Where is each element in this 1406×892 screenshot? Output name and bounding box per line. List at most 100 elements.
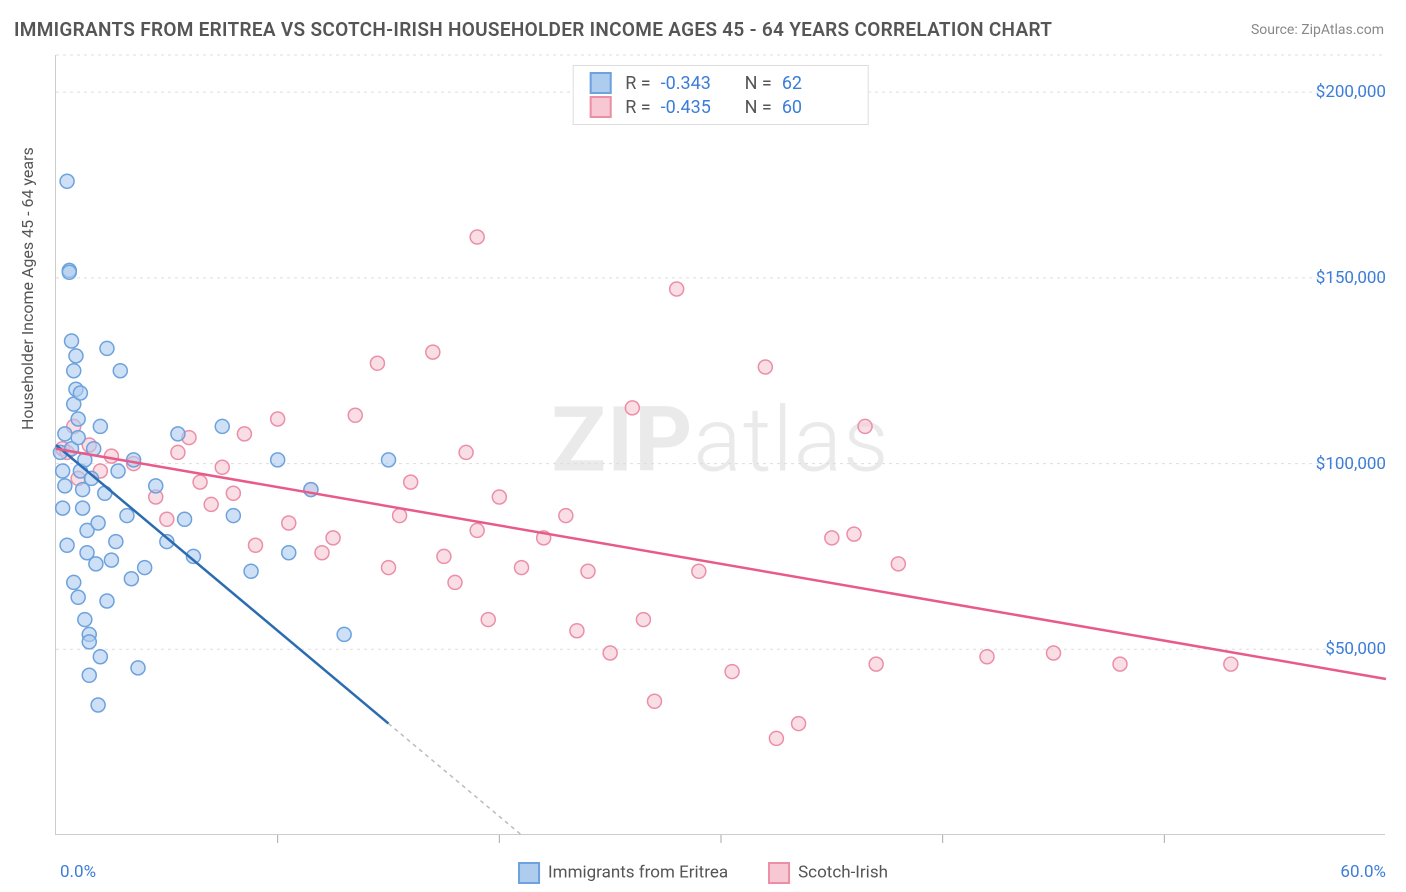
data-point-scotch-irish — [648, 694, 662, 708]
data-point-eritrea — [100, 341, 114, 355]
data-point-scotch-irish — [625, 401, 639, 415]
data-point-scotch-irish — [160, 512, 174, 526]
data-point-eritrea — [78, 613, 92, 627]
legend-n-label: N = — [745, 73, 772, 94]
scatter-svg — [56, 55, 1385, 834]
data-point-eritrea — [67, 575, 81, 589]
data-point-scotch-irish — [581, 564, 595, 578]
data-point-scotch-irish — [448, 575, 462, 589]
data-point-eritrea — [58, 479, 72, 493]
data-point-eritrea — [244, 564, 258, 578]
data-point-eritrea — [71, 590, 85, 604]
data-point-eritrea — [215, 419, 229, 433]
legend-r-label: R = — [625, 97, 650, 118]
data-point-eritrea — [60, 538, 74, 552]
data-point-eritrea — [104, 553, 118, 567]
series-swatch — [518, 862, 540, 884]
plot-area: ZIPatlas R =-0.343N =62R =-0.435N =60 — [55, 55, 1385, 835]
y-tick-label: $150,000 — [1316, 268, 1386, 288]
data-point-scotch-irish — [204, 497, 218, 511]
data-point-scotch-irish — [470, 230, 484, 244]
legend-n-value-scotch-irish: 60 — [782, 97, 852, 118]
data-point-eritrea — [65, 334, 79, 348]
data-point-eritrea — [82, 668, 96, 682]
trend-line-scotch-irish — [56, 449, 1386, 679]
data-point-scotch-irish — [282, 516, 296, 530]
data-point-scotch-irish — [193, 475, 207, 489]
data-point-eritrea — [71, 412, 85, 426]
data-point-eritrea — [271, 453, 285, 467]
data-point-eritrea — [124, 572, 138, 586]
legend-r-value-eritrea: -0.343 — [661, 73, 731, 94]
legend-swatch-eritrea — [589, 72, 611, 94]
data-point-scotch-irish — [515, 561, 529, 575]
series-legend-item: Immigrants from Eritrea — [518, 862, 728, 884]
data-point-scotch-irish — [769, 731, 783, 745]
data-point-scotch-irish — [171, 445, 185, 459]
x-tick-max: 60.0% — [1340, 862, 1386, 882]
data-point-scotch-irish — [437, 549, 451, 563]
data-point-eritrea — [71, 431, 85, 445]
data-point-eritrea — [131, 661, 145, 675]
data-point-scotch-irish — [404, 475, 418, 489]
series-swatch — [768, 862, 790, 884]
data-point-eritrea — [178, 512, 192, 526]
data-point-scotch-irish — [481, 613, 495, 627]
data-point-eritrea — [138, 561, 152, 575]
data-point-eritrea — [62, 265, 76, 279]
data-point-scotch-irish — [1113, 657, 1127, 671]
data-point-scotch-irish — [492, 490, 506, 504]
legend-swatch-scotch-irish — [589, 96, 611, 118]
chart-title: IMMIGRANTS FROM ERITREA VS SCOTCH-IRISH … — [14, 18, 1052, 41]
legend-n-value-eritrea: 62 — [782, 73, 852, 94]
data-point-eritrea — [69, 349, 83, 363]
data-point-scotch-irish — [348, 408, 362, 422]
data-point-eritrea — [113, 364, 127, 378]
data-point-eritrea — [149, 479, 163, 493]
data-point-eritrea — [171, 427, 185, 441]
data-point-scotch-irish — [636, 613, 650, 627]
data-point-eritrea — [337, 627, 351, 641]
data-point-eritrea — [282, 546, 296, 560]
data-point-scotch-irish — [847, 527, 861, 541]
correlation-legend: R =-0.343N =62R =-0.435N =60 — [572, 65, 869, 125]
series-label: Immigrants from Eritrea — [548, 862, 728, 882]
y-tick-label: $100,000 — [1316, 454, 1386, 474]
data-point-scotch-irish — [215, 460, 229, 474]
data-point-eritrea — [226, 509, 240, 523]
data-point-eritrea — [89, 557, 103, 571]
data-point-eritrea — [93, 650, 107, 664]
legend-r-label: R = — [625, 73, 650, 94]
correlation-legend-row-eritrea: R = -0.343 N = 62 — [589, 72, 852, 94]
data-point-eritrea — [67, 364, 81, 378]
data-point-eritrea — [73, 386, 87, 400]
trend-extrapolation-eritrea — [389, 724, 522, 835]
data-point-scotch-irish — [670, 282, 684, 296]
data-point-eritrea — [127, 453, 141, 467]
data-point-scotch-irish — [980, 650, 994, 664]
data-point-scotch-irish — [393, 509, 407, 523]
data-point-scotch-irish — [370, 356, 384, 370]
data-point-scotch-irish — [603, 646, 617, 660]
data-point-scotch-irish — [825, 531, 839, 545]
data-point-eritrea — [91, 698, 105, 712]
data-point-eritrea — [111, 464, 125, 478]
data-point-scotch-irish — [869, 657, 883, 671]
data-point-scotch-irish — [725, 665, 739, 679]
data-point-scotch-irish — [104, 449, 118, 463]
data-point-eritrea — [56, 464, 70, 478]
series-legend: Immigrants from EritreaScotch-Irish — [518, 862, 888, 884]
data-point-scotch-irish — [382, 561, 396, 575]
data-point-scotch-irish — [237, 427, 251, 441]
data-point-scotch-irish — [1047, 646, 1061, 660]
data-point-eritrea — [60, 174, 74, 188]
data-point-eritrea — [91, 516, 105, 530]
data-point-scotch-irish — [426, 345, 440, 359]
y-axis-label: Householder Income Ages 45 - 64 years — [18, 147, 37, 430]
data-point-scotch-irish — [692, 564, 706, 578]
data-point-scotch-irish — [326, 531, 340, 545]
data-point-eritrea — [82, 635, 96, 649]
data-point-scotch-irish — [315, 546, 329, 560]
data-point-scotch-irish — [470, 523, 484, 537]
data-point-scotch-irish — [559, 509, 573, 523]
